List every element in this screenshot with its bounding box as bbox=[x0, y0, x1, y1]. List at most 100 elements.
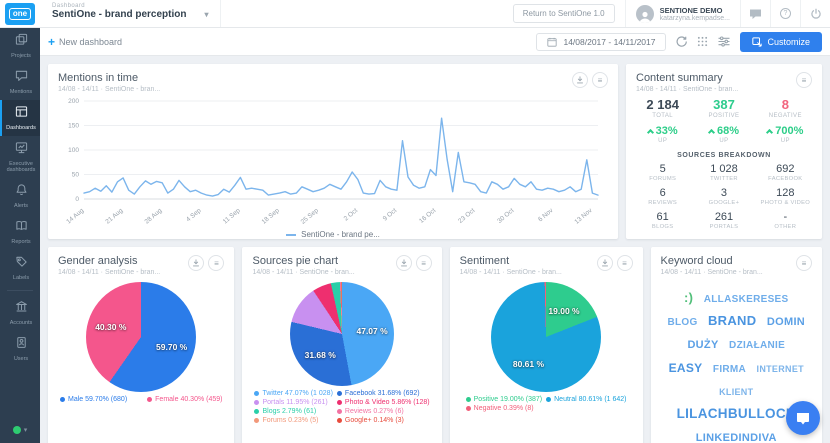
legend-entry-google-[interactable]: Google+ 0.14% (3) bbox=[336, 417, 430, 424]
sidebar-item-label: Mentions bbox=[9, 89, 33, 95]
pie-slice-label: 19.00 % bbox=[548, 305, 580, 316]
menu-icon[interactable]: ≡ bbox=[616, 255, 633, 271]
breakdown-value: 5 bbox=[659, 163, 666, 175]
sentione-logo[interactable]: one bbox=[5, 2, 35, 25]
legend-text: Google+ 0.14% (3) bbox=[344, 417, 404, 424]
download-icon[interactable] bbox=[395, 255, 412, 271]
legend-text: Positive 19.00% (387) bbox=[473, 396, 543, 403]
gender-pie-chart[interactable]: 59.70 % 40.30 % bbox=[86, 282, 197, 392]
sidebar-item-labels[interactable]: Labels bbox=[0, 250, 40, 286]
legend-text: Photo & Video 5.86% (128) bbox=[344, 399, 430, 406]
logout-icon[interactable] bbox=[800, 0, 830, 27]
keyword[interactable]: :) bbox=[684, 290, 694, 305]
legend-dot bbox=[254, 391, 260, 396]
menu-icon[interactable]: ≡ bbox=[796, 72, 812, 88]
legend-entry-portals[interactable]: Portals 11.95% (261) bbox=[254, 399, 332, 406]
sidebar-item-projects[interactable]: Projects bbox=[0, 28, 40, 64]
svg-text:150: 150 bbox=[68, 123, 79, 130]
sidebar-item-mentions[interactable]: Mentions bbox=[0, 64, 40, 100]
new-dashboard-button[interactable]: + New dashboard bbox=[48, 36, 122, 48]
widget-subtitle: 14/08 - 14/11 · SentiOne - bran... bbox=[459, 269, 562, 276]
breakdown-value: 3 bbox=[720, 187, 728, 199]
keyword[interactable]: DUŻY bbox=[687, 339, 719, 352]
keyword[interactable]: INTERNET bbox=[756, 363, 804, 374]
breakdown-label: PHOTO & VIDEO bbox=[760, 200, 811, 206]
filters-icon[interactable] bbox=[718, 36, 730, 47]
legend-entry-positive[interactable]: Positive 19.00% (387) bbox=[465, 396, 543, 403]
stat-value: 2 184 bbox=[646, 97, 679, 112]
widget-mentions-in-time: Mentions in time 14/08 - 14/11 · SentiOn… bbox=[48, 64, 618, 239]
keyword[interactable]: FIRMA bbox=[712, 363, 747, 375]
keyword[interactable]: BRAND bbox=[707, 313, 757, 329]
chat-launcher-button[interactable] bbox=[786, 401, 820, 435]
breakdown-value: 692 bbox=[776, 163, 795, 175]
keyword[interactable]: DOMIN bbox=[766, 316, 806, 329]
menu-icon[interactable]: ≡ bbox=[796, 255, 812, 271]
legend-dot bbox=[336, 409, 342, 414]
svg-text:0: 0 bbox=[75, 196, 79, 203]
sources-pie-chart[interactable]: 47.07 % 31.68 % bbox=[290, 282, 395, 386]
date-range-picker[interactable]: 14/08/2017 - 14/11/2017 bbox=[536, 32, 667, 51]
keyword[interactable]: LINKEDINDIVA bbox=[695, 432, 777, 443]
download-icon[interactable] bbox=[596, 255, 613, 271]
legend-entry-twitter[interactable]: Twitter 47.07% (1 028) bbox=[254, 390, 333, 397]
legend-dot bbox=[147, 397, 153, 402]
return-to-v1-button[interactable]: Return to SentiOne 1.0 bbox=[512, 4, 615, 23]
series-color-dash bbox=[286, 233, 297, 236]
breakdown-stat: 1 028 TWITTER bbox=[693, 163, 754, 182]
sidebar-item-accounts[interactable]: Accounts bbox=[0, 295, 40, 331]
widget-title: Mentions in time bbox=[58, 72, 139, 84]
widget-subtitle: 14/08 - 14/11 · SentiOne - bran... bbox=[58, 86, 161, 93]
pie-slice-label: 59.70 % bbox=[156, 341, 188, 352]
keyword[interactable]: BLOG bbox=[667, 317, 698, 329]
widget-subtitle: 14/08 - 14/11 · SentiOne - bran... bbox=[252, 269, 355, 276]
legend-entry-neutral[interactable]: Neutral 80.61% (1 642) bbox=[546, 396, 627, 403]
sidebar-item-reports[interactable]: Reports bbox=[0, 214, 40, 250]
widget-gender-analysis: Gender analysis 14/08 - 14/11 · SentiOne… bbox=[48, 247, 235, 443]
reports-icon bbox=[15, 219, 28, 237]
refresh-icon[interactable] bbox=[676, 36, 688, 47]
breakdown-value: 6 bbox=[659, 187, 666, 199]
legend-entry-forums[interactable]: Forums 0.23% (5) bbox=[254, 417, 332, 424]
legend-text: Forums 0.23% (5) bbox=[262, 417, 319, 424]
legend-text: Neutral 80.61% (1 642) bbox=[554, 396, 627, 403]
breakdown-stat: - OTHER bbox=[755, 211, 816, 230]
menu-icon[interactable]: ≡ bbox=[592, 72, 608, 88]
messages-icon[interactable] bbox=[740, 0, 770, 27]
legend-entry-negative[interactable]: Negative 0.39% (8) bbox=[465, 405, 542, 412]
sidebar-item-alerts[interactable]: Alerts bbox=[0, 178, 40, 214]
download-icon[interactable] bbox=[188, 255, 205, 271]
customize-button[interactable]: Customize bbox=[740, 31, 822, 52]
menu-icon[interactable]: ≡ bbox=[208, 255, 225, 271]
sentiment-pie-chart[interactable]: 19.00 % 80.61 % bbox=[491, 282, 602, 392]
sources-breakdown-title: SOURCES BREAKDOWN bbox=[677, 152, 771, 159]
legend-entry-male[interactable]: Male 59.70% (680) bbox=[60, 396, 127, 403]
grid-view-icon[interactable] bbox=[697, 36, 708, 47]
legend-entry-facebook[interactable]: Facebook 31.68% (692) bbox=[336, 390, 430, 397]
dashboard-selector[interactable]: Dashboard SentiOne - brand perception ▾ bbox=[40, 0, 222, 27]
keyword[interactable]: ALLASKERESES bbox=[703, 294, 789, 305]
legend-text: Blogs 2.79% (61) bbox=[262, 408, 317, 415]
legend-dot bbox=[60, 397, 65, 402]
mentions-line-chart[interactable]: 0 50 100 150 200 14 Aug 21 Aug 28 Aug 4 Sep 11 Se… bbox=[48, 95, 618, 236]
status-menu[interactable]: ▾ bbox=[0, 416, 40, 443]
help-icon[interactable]: ? bbox=[770, 0, 800, 27]
download-icon[interactable] bbox=[572, 72, 588, 88]
legend-entry-female[interactable]: Female 40.30% (459) bbox=[147, 396, 222, 403]
line-chart-legend[interactable]: SentiOne - brand pe... bbox=[48, 230, 618, 239]
summary-totals: 2 184 TOTAL 33% UP 387 POSITIVE 68% UP 8 NEGATIVE… bbox=[626, 95, 822, 144]
breakdown-label: PORTALS bbox=[709, 224, 739, 230]
legend-entry-photo-video[interactable]: Photo & Video 5.86% (128) bbox=[336, 399, 430, 406]
keyword[interactable]: DZIAŁANIE bbox=[729, 340, 786, 352]
user-menu[interactable]: SENTIONE DEMO katarzyna.kempadse... bbox=[624, 0, 740, 27]
keyword[interactable]: LILACHBULLOCK bbox=[676, 405, 796, 421]
alerts-icon bbox=[15, 183, 28, 201]
sidebar-item-dashboards[interactable]: Dashboards bbox=[0, 100, 40, 136]
keyword[interactable]: KLIENT bbox=[719, 386, 754, 397]
legend-entry-blogs[interactable]: Blogs 2.79% (61) bbox=[254, 408, 332, 415]
legend-entry-reviews[interactable]: Reviews 0.27% (6) bbox=[336, 408, 430, 415]
sidebar-item-users[interactable]: Users bbox=[0, 331, 40, 367]
sidebar-item-executive-dashboards[interactable]: Executive dashboards bbox=[0, 136, 40, 178]
menu-icon[interactable]: ≡ bbox=[415, 255, 432, 271]
keyword[interactable]: EASY bbox=[668, 360, 703, 375]
